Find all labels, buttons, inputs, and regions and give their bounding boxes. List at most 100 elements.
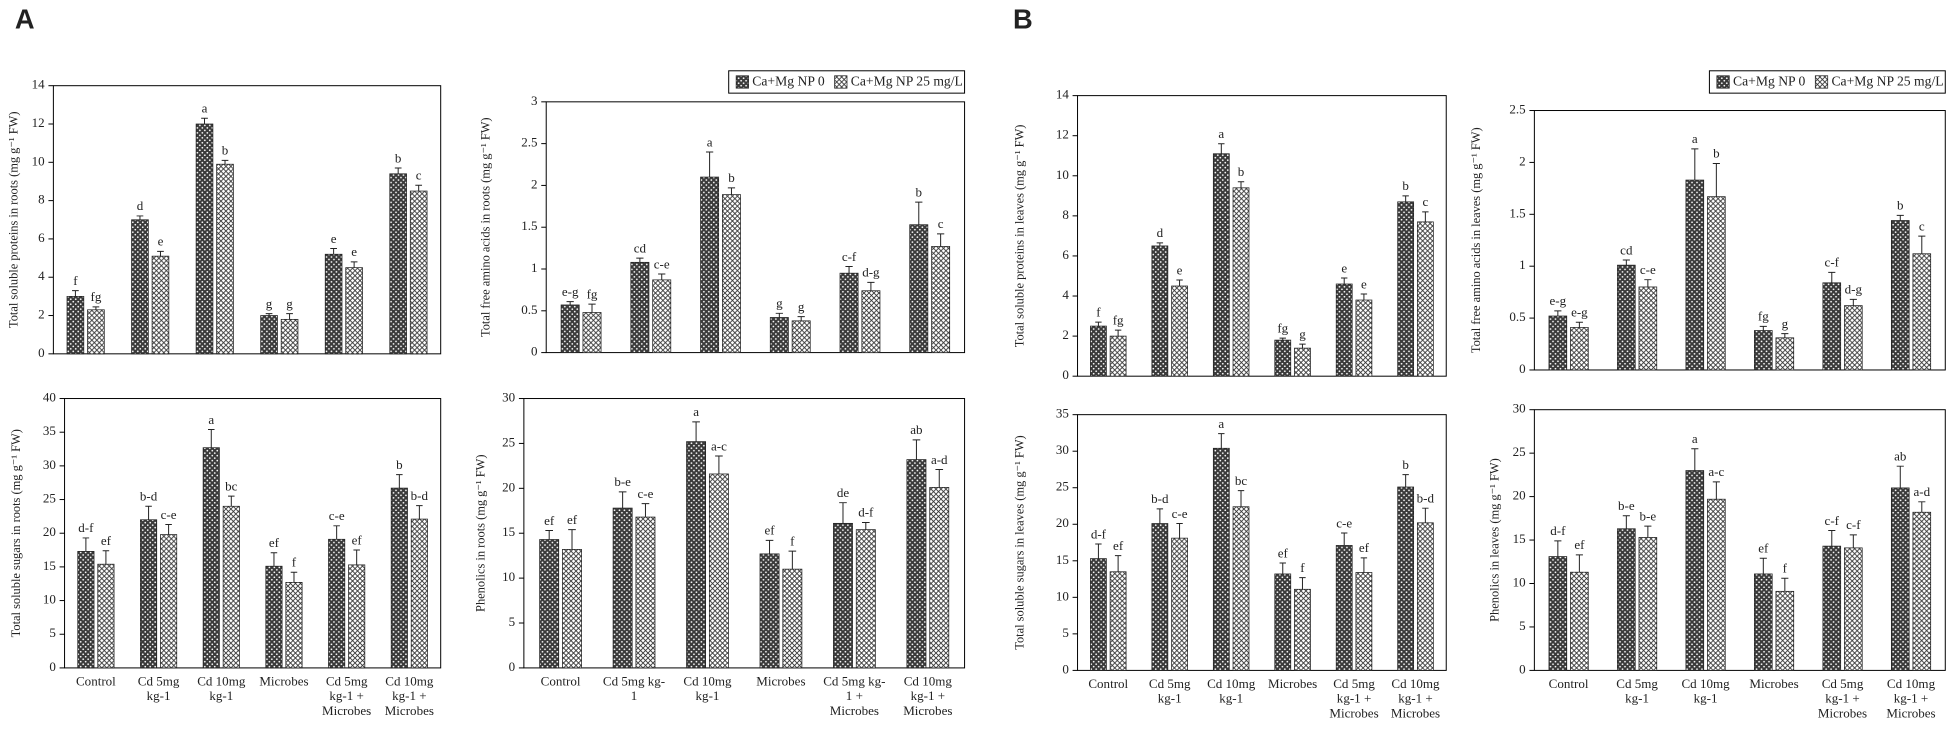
y-tick-label: 10 (32, 153, 46, 168)
bar (708, 473, 729, 669)
error-bar (82, 537, 90, 552)
y-tick-label: 14 (1056, 87, 1070, 102)
bar (562, 549, 582, 669)
bar (1335, 283, 1353, 377)
error-bar (1781, 333, 1789, 338)
error-bar (145, 505, 152, 520)
y-tick-label: 15 (1513, 531, 1526, 546)
bar (1090, 558, 1107, 671)
x-tick-label-box: Microbes (259, 675, 309, 690)
significance-letter: e (1177, 262, 1183, 277)
error-bar (1575, 321, 1583, 328)
bar (1548, 315, 1568, 371)
bar (1912, 253, 1932, 371)
error-bar (1849, 298, 1857, 306)
y-tick-label: 1 (531, 260, 538, 275)
bar (1232, 187, 1250, 377)
x-tick-label-box: Cd 5mg kg-1 (1149, 678, 1191, 707)
error-bar (1918, 235, 1926, 254)
y-tick-label: 40 (43, 390, 57, 405)
error-bar (228, 495, 235, 507)
significance-letter: bc (225, 478, 238, 493)
significance-letter: b (1402, 178, 1409, 193)
significance-letter: c-e (1172, 506, 1188, 521)
significance-letter: ef (101, 533, 112, 548)
significance-letter: a (693, 404, 699, 419)
y-axis-label: Phenolics in roots (mg g⁻¹ FW) (474, 455, 488, 612)
bar (1707, 196, 1726, 371)
significance-letter: a (202, 101, 208, 116)
bar (1171, 537, 1188, 671)
bar (1232, 506, 1250, 671)
y-tick-label: 0 (509, 659, 516, 674)
significance-letter: b-d (140, 489, 158, 504)
y-tick-label: 25 (43, 491, 56, 506)
x-tick-label: Cd 10mg kg-1 + Microbes (384, 675, 434, 719)
significance-letter: g (266, 296, 273, 311)
x-tick-label: Microbes (1749, 677, 1799, 692)
significance-letter: b-d (1417, 490, 1435, 505)
bar (1775, 337, 1795, 371)
x-tick-label-box: Cd 10mg kg-1 (1681, 677, 1730, 707)
bar (328, 538, 346, 669)
error-bar (1691, 148, 1699, 181)
significance-letter: c-e (654, 256, 670, 271)
x-tick-label-box: Cd 5mg kg-1 + Microbes (823, 675, 886, 719)
x-tick-label: Cd 10mg kg-1 + Microbes (903, 675, 953, 719)
significance-letter: g (1782, 316, 1789, 331)
error-bar (330, 247, 337, 255)
bar (791, 320, 811, 353)
y-tick-label: 25 (1513, 444, 1526, 459)
error-bar (221, 159, 229, 165)
error-bar (1341, 532, 1348, 546)
x-tick-label-box: Microbes (1749, 677, 1799, 692)
x-tick-label: Cd 10mg kg-1 (1681, 677, 1730, 707)
bar (1416, 221, 1434, 377)
bar (1822, 282, 1842, 371)
bar (87, 309, 105, 355)
y-tick-label: 0 (49, 659, 56, 674)
x-tick-label: Cd 5mg kg-1 + Microbes (823, 675, 886, 719)
y-tick-label: 0 (531, 344, 538, 359)
error-bar (568, 529, 576, 550)
y-tick-label: 14 (32, 77, 46, 92)
significance-letter: g (286, 296, 293, 311)
significance-letter: ef (567, 512, 578, 527)
y-tick-label: 15 (1056, 552, 1069, 567)
x-tick-label-box: Cd 10mg kg-1 + Microbes (384, 675, 434, 719)
bar (1274, 339, 1292, 377)
error-bar (72, 290, 79, 297)
significance-letter: a (1218, 126, 1224, 141)
y-tick-label: 1.5 (1509, 205, 1525, 220)
significance-letter: ef (269, 535, 280, 550)
significance-letter: ef (544, 513, 555, 528)
y-tick-label: 30 (43, 457, 57, 472)
error-bar (692, 421, 700, 442)
x-tick-label: Microbes (259, 675, 309, 690)
significance-letter: d (137, 198, 144, 213)
y-tick-label: 0.5 (1509, 309, 1525, 324)
bar (1355, 572, 1373, 671)
significance-letter: c (1422, 194, 1428, 209)
error-bar (1828, 271, 1836, 283)
significance-letter: b (1713, 146, 1720, 161)
y-tick-label: 2 (38, 307, 45, 322)
significance-letter: a (1692, 431, 1698, 446)
bar (97, 563, 115, 669)
bar (345, 267, 363, 355)
y-tick-label: 2.5 (521, 135, 537, 150)
bar (1707, 498, 1726, 671)
y-tick-label: 35 (1056, 406, 1069, 421)
error-bar (1422, 211, 1429, 222)
significance-letter: e (331, 231, 337, 246)
bar (160, 534, 178, 669)
x-tick-label: Cd 10mg kg-1 (1207, 677, 1256, 707)
x-tick-label-box: Cd 5mg kg-1 (138, 675, 180, 704)
error-bar (1341, 277, 1348, 285)
bar (1109, 571, 1127, 671)
y-tick-label: 10 (1056, 167, 1070, 182)
bar (1912, 511, 1932, 671)
y-tick-label: 10 (1513, 574, 1527, 589)
panel-label: A (15, 3, 35, 34)
